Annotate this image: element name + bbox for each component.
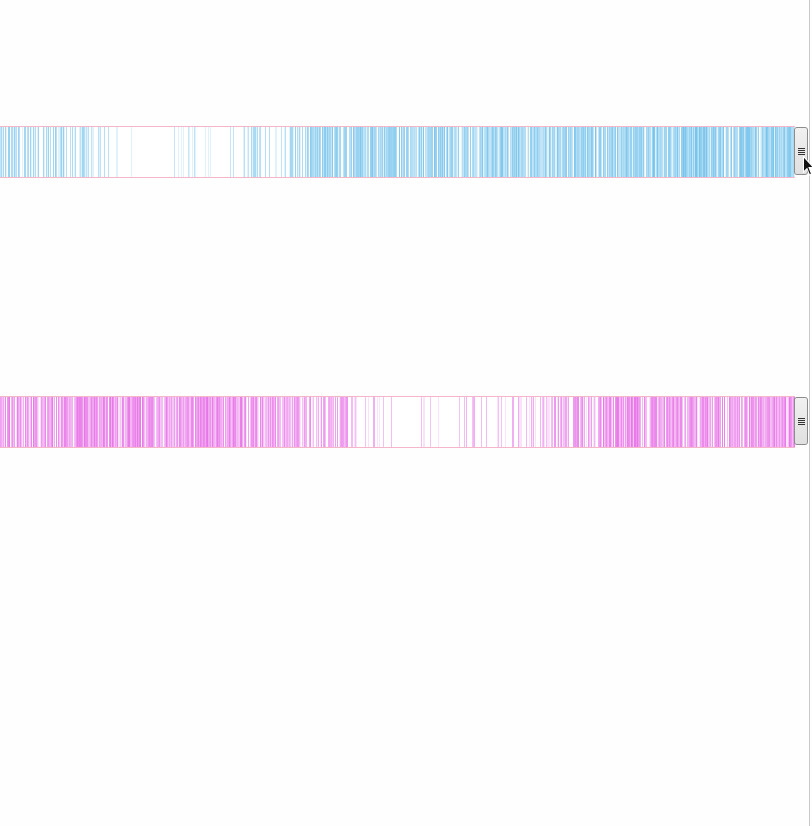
- track-row-pink: [0, 396, 812, 448]
- grip-lines-icon: [797, 417, 805, 425]
- grip-lines-icon: [797, 147, 805, 155]
- density-track-blue[interactable]: [0, 126, 795, 178]
- resize-handle-pink[interactable]: [794, 397, 808, 445]
- density-strip-pink: [0, 397, 795, 447]
- density-track-pink[interactable]: [0, 396, 795, 448]
- density-strip-blue: [0, 127, 795, 177]
- resize-handle-blue[interactable]: [794, 127, 808, 175]
- track-row-blue: [0, 126, 812, 178]
- window-edge: [809, 0, 810, 826]
